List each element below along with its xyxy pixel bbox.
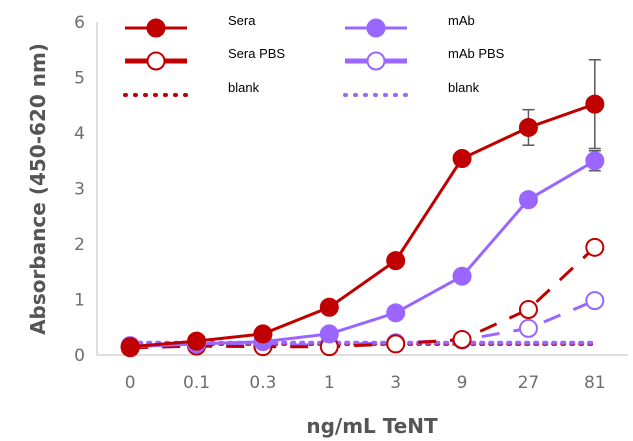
- y-tick-label: 1: [74, 291, 85, 311]
- axes: [96, 22, 628, 356]
- data-point: [518, 117, 538, 137]
- legend-marker: [146, 18, 166, 38]
- legend-item: Sera PBS: [125, 46, 285, 71]
- y-tick-label: 5: [74, 69, 85, 89]
- data-point: [120, 337, 140, 357]
- y-tick-label: 0: [74, 346, 85, 366]
- y-tick-label: 4: [74, 124, 85, 144]
- legend-label: mAb PBS: [448, 46, 505, 61]
- legend-label: Sera PBS: [228, 46, 285, 61]
- data-point: [187, 331, 207, 351]
- legend-label: blank: [448, 80, 480, 95]
- data-point: [585, 94, 605, 114]
- x-tick-label: 0.3: [249, 373, 276, 393]
- series-line: [130, 246, 596, 350]
- data-point: [518, 318, 538, 338]
- legend-marker: [146, 51, 166, 71]
- y-tick-label: 2: [74, 235, 85, 255]
- legend: Sera mAb Sera PBS mAb PBS blank blank: [123, 13, 505, 97]
- data-point: [585, 151, 605, 171]
- legend-label: Sera: [228, 13, 256, 28]
- x-tick-label: 81: [584, 373, 606, 393]
- legend-item: mAb: [345, 13, 475, 38]
- data-point: [386, 334, 406, 354]
- series-sera: [120, 58, 605, 357]
- data-point: [452, 266, 472, 286]
- legend-item: mAb PBS: [345, 46, 505, 71]
- data-point: [319, 297, 339, 317]
- legend-label: blank: [228, 80, 260, 95]
- data-point: [319, 324, 339, 344]
- legend-item: blank: [343, 80, 480, 97]
- x-tick-label: 1: [324, 373, 335, 393]
- legend-label: mAb: [448, 13, 475, 28]
- series-layer: [120, 58, 605, 358]
- x-tick-label: 0: [125, 373, 136, 393]
- x-tick-label: 0.1: [183, 373, 210, 393]
- y-tick-label: 6: [74, 13, 85, 33]
- data-point: [585, 237, 605, 257]
- data-point: [253, 324, 273, 344]
- x-tick-label: 27: [518, 373, 540, 393]
- legend-marker: [366, 51, 386, 71]
- legend-item: blank: [123, 80, 260, 97]
- y-axis-title: Absorbance (450-620 nm): [26, 43, 50, 335]
- legend-item: Sera: [125, 13, 256, 38]
- x-tick-label: 9: [457, 373, 468, 393]
- data-point: [585, 291, 605, 311]
- x-tick-label: 3: [390, 373, 401, 393]
- y-tick-labels: 0 1 2 3 4 5 6: [74, 13, 85, 366]
- x-tick-labels: 0 0.1 0.3 1 3 9 27 81: [125, 373, 606, 393]
- data-point: [452, 329, 472, 349]
- data-point: [518, 190, 538, 210]
- y-tick-label: 3: [74, 180, 85, 200]
- data-point: [452, 149, 472, 169]
- data-point: [518, 299, 538, 319]
- series-line: [130, 159, 596, 349]
- data-point: [386, 303, 406, 323]
- data-point: [386, 251, 406, 271]
- legend-marker: [366, 18, 386, 38]
- x-axis-title: ng/mL TeNT: [306, 414, 438, 438]
- series-line: [130, 102, 596, 349]
